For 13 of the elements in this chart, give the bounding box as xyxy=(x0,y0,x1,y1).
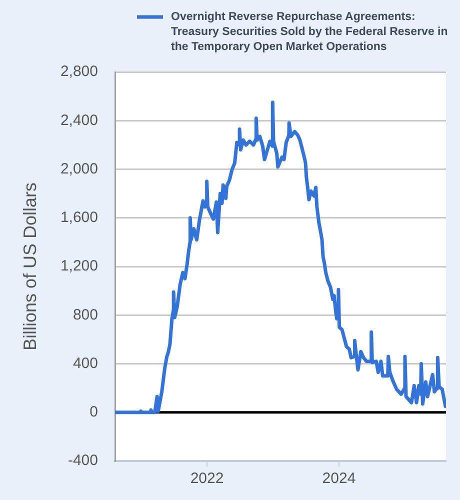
y-axis-title: Billions of US Dollars xyxy=(20,182,40,351)
y-tick-label: 1,200 xyxy=(60,258,98,275)
y-tick-label: -400 xyxy=(68,452,98,470)
x-tick-label: 2022 xyxy=(190,470,224,488)
y-tick-label: 1,600 xyxy=(60,209,98,226)
y-tick-label: 800 xyxy=(72,306,98,324)
y-tick-label: 2,000 xyxy=(60,160,98,178)
y-tick-label: 400 xyxy=(72,354,98,372)
y-tick-label: 2,400 xyxy=(60,112,98,129)
y-tick-label: 0 xyxy=(90,404,98,421)
legend-label: Overnight Reverse Repurchase Agreements: Treasury Securities Sold by the Federal Reserve in the Temporary Open Market Operations xyxy=(171,11,448,54)
y-tick-label: 2,800 xyxy=(60,63,98,80)
x-tick-label: 2024 xyxy=(322,470,356,488)
